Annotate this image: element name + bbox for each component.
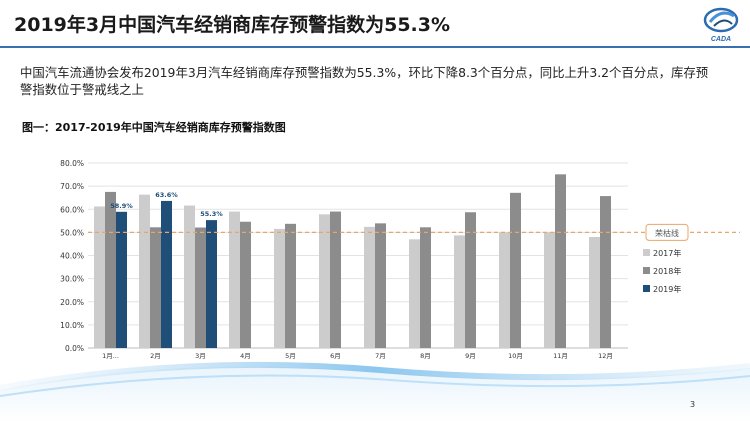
threshold-label-box: [645, 223, 689, 241]
bar-2018年-3月: [195, 227, 206, 348]
figure-title: 图一：2017-2019年中国汽车经销商库存预警指数图: [22, 121, 286, 134]
legend-label: 2017年: [653, 248, 681, 258]
bar-2017年-8月: [409, 239, 420, 348]
x-tick-label: 1月...: [102, 352, 119, 360]
bar-2018年-2月: [150, 227, 161, 348]
bar-2018年-10月: [510, 192, 521, 348]
x-tick-label: 3月: [195, 352, 206, 360]
x-tick-label: 12月: [598, 352, 613, 360]
cada-logo: CADA: [703, 7, 739, 43]
bar-2019年-1月...: [116, 211, 127, 348]
data-label-2019: 55.3%: [200, 210, 223, 218]
bar-2019年-3月: [206, 220, 217, 348]
bar-2017年-7月: [364, 226, 375, 348]
legend-label: 2018年: [653, 266, 681, 276]
x-tick-label: 9月: [465, 352, 476, 360]
bar-2018年-1月...: [105, 191, 116, 348]
bar-2019年-2月: [161, 200, 172, 348]
bar-2017年-5月: [274, 228, 285, 348]
slide-description: 中国汽车流通协会发布2019年3月汽车经销商库存预警指数为55.3%，环比下降8…: [20, 65, 709, 97]
x-tick-label: 5月: [285, 352, 296, 360]
bar-2017年-11月: [544, 232, 555, 348]
legend-swatch-2017年: [643, 249, 650, 256]
bar-2018年-11月: [555, 174, 566, 348]
legend-label: 2019年: [653, 284, 681, 294]
data-label-2019: 58.9%: [110, 202, 133, 210]
legend-swatch-2018年: [643, 267, 650, 274]
bar-2018年-9月: [465, 212, 476, 348]
bar-2017年-6月: [319, 214, 330, 348]
page-number: 3: [690, 400, 696, 409]
bar-2017年-10月: [499, 232, 510, 348]
footer-wave-decoration: [0, 361, 750, 423]
x-tick-label: 10月: [508, 352, 523, 360]
y-tick-label: 50.0%: [60, 228, 84, 237]
bar-2018年-12月: [600, 196, 611, 348]
y-tick-label: 60.0%: [60, 205, 84, 214]
y-tick-label: 40.0%: [60, 252, 84, 261]
logo-text: CADA: [711, 36, 731, 43]
bar-2018年-8月: [420, 227, 431, 348]
y-tick-label: 70.0%: [60, 182, 84, 191]
bar-2017年-12月: [589, 237, 600, 348]
y-tick-label: 80.0%: [60, 159, 84, 168]
bar-2017年-9月: [454, 235, 465, 348]
bar-2017年-4月: [229, 211, 240, 348]
x-tick-label: 7月: [375, 352, 386, 360]
bar-2018年-7月: [375, 223, 386, 348]
bar-2017年-1月...: [94, 206, 105, 348]
title-divider: [0, 46, 750, 48]
y-tick-label: 30.0%: [60, 275, 84, 284]
x-tick-label: 6月: [330, 352, 341, 360]
y-tick-label: 0.0%: [65, 344, 84, 353]
bar-2017年-2月: [139, 194, 150, 348]
x-tick-label: 2月: [150, 352, 161, 360]
x-tick-label: 11月: [553, 352, 568, 360]
x-tick-label: 8月: [420, 352, 431, 360]
legend-swatch-2019年: [643, 285, 650, 292]
y-tick-label: 20.0%: [60, 298, 84, 307]
bar-2018年-5月: [285, 223, 296, 348]
bar-2018年-4月: [240, 221, 251, 348]
y-tick-label: 10.0%: [60, 321, 84, 330]
x-tick-label: 4月: [240, 352, 251, 360]
bar-2017年-3月: [184, 205, 195, 348]
threshold-label: 荣枯线: [655, 228, 679, 238]
data-label-2019: 63.6%: [155, 191, 178, 199]
bar-2018年-6月: [330, 211, 341, 348]
slide-title: 2019年3月中国汽车经销商库存预警指数为55.3%: [14, 14, 451, 36]
